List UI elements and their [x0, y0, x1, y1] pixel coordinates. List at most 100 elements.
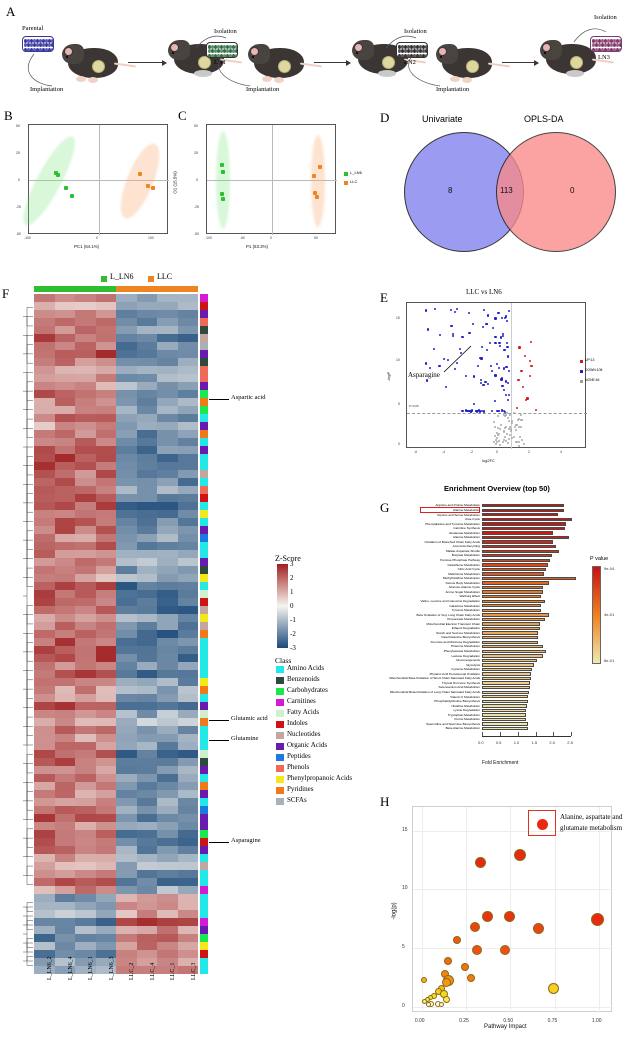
heatmap-cell	[116, 582, 137, 590]
pca-ytick: 25	[16, 151, 20, 155]
heatmap-class-cell	[200, 966, 208, 975]
heatmap-cell	[177, 598, 198, 606]
class-legend-swatch	[276, 710, 284, 717]
enrichment-category-label: Oxidation of Branched Chain Fatty Acids	[424, 539, 480, 544]
oplsda-point	[315, 195, 319, 199]
class-legend-label: Fatty Acids	[287, 708, 320, 716]
heatmap-cell	[54, 950, 75, 958]
pathway-point	[474, 857, 486, 868]
class-legend-swatch	[276, 776, 284, 783]
heatmap-cell	[177, 830, 198, 838]
heatmap-cell	[136, 606, 157, 614]
volcano-point	[479, 378, 482, 381]
heatmap-cell	[54, 518, 75, 526]
heatmap-cell	[116, 870, 137, 878]
mouse-foot	[262, 76, 272, 82]
class-legend-swatch	[276, 721, 284, 728]
heatmap-cell	[54, 398, 75, 406]
enrichment-bar	[482, 558, 550, 562]
heatmap-cell	[136, 470, 157, 478]
enrichment-bar	[482, 540, 554, 544]
heatmap-cell	[75, 598, 96, 606]
enrichment-category-label: Beta-Alanine Metabolism	[445, 726, 480, 731]
pathway-ytick: 10	[402, 885, 408, 892]
enrichment-category-label: Catecholamine Biosynthesis	[441, 635, 480, 640]
heatmap-cell	[157, 438, 178, 446]
heatmap-cell	[34, 598, 55, 606]
heatmap-cell	[177, 942, 198, 950]
pca-plot-area	[14, 124, 169, 235]
heatmap-cell	[136, 678, 157, 686]
heatmap-cell	[177, 294, 198, 302]
heatmap-cell	[75, 486, 96, 494]
heatmap-class-cell	[200, 654, 208, 663]
heatmap-cell	[116, 558, 137, 566]
heatmap-cell	[34, 574, 55, 582]
pca-ellipse-llc	[112, 139, 168, 223]
tumor	[92, 60, 105, 73]
volcano-point	[518, 346, 521, 349]
label-implantation-1: Implantation	[30, 86, 64, 93]
heatmap-cell	[34, 622, 55, 630]
heatmap-cell	[34, 374, 55, 382]
heatmap-class-cell	[200, 726, 208, 735]
heatmap-cell	[136, 326, 157, 334]
heatmap-class-cell	[200, 358, 208, 367]
volcano-point	[494, 426, 497, 429]
volcano-point	[501, 317, 504, 320]
heatmap-cell	[177, 726, 198, 734]
heatmap-cell	[136, 710, 157, 718]
pathway-gridline	[413, 1007, 613, 1008]
heatmap-cell	[54, 430, 75, 438]
heatmap-cell	[34, 310, 55, 318]
volcano-point	[454, 367, 457, 371]
pathway-ytick: 15	[402, 826, 408, 833]
enrichment-category-label: Spermidine and Spermine Biosynthesis	[426, 721, 480, 726]
panel-e-volcano: E LLC vs LN6 P<0.05 Asparagine -6 -4 -2 …	[378, 286, 634, 476]
heatmap-cell	[95, 782, 116, 790]
volcano-point	[468, 331, 471, 334]
heatmap-cell	[75, 966, 96, 974]
heatmap-cell	[157, 382, 178, 390]
heatmap-cell	[116, 846, 137, 854]
heatmap-cell	[157, 598, 178, 606]
heatmap-cell	[157, 398, 178, 406]
oplsda-point	[221, 170, 225, 174]
volcano-point	[453, 310, 457, 314]
heatmap-class-cell	[200, 326, 208, 335]
heatmap-cell	[34, 302, 55, 310]
heatmap-cell	[116, 926, 137, 934]
heatmap-class-cell	[200, 902, 208, 911]
heatmap-cell	[136, 398, 157, 406]
enrichment-category-label: Phenylalanine and Tyrosine Metabolism	[425, 521, 480, 526]
heatmap-cell	[95, 790, 116, 798]
heatmap-cell	[54, 670, 75, 678]
volcano-point	[424, 362, 428, 365]
oplsda-ytick: 25	[194, 151, 198, 155]
enrichment-category-label: Ammonia Recycling	[452, 544, 480, 549]
heatmap-cell	[34, 694, 55, 702]
heatmap-groupbar-llc	[116, 286, 198, 292]
pca-ytick: 0	[18, 178, 20, 182]
volcano-point	[486, 314, 489, 317]
heatmap-cell	[54, 902, 75, 910]
enrichment-category-label: Cysteine Metabolism	[451, 667, 480, 672]
heatmap-cell	[136, 294, 157, 302]
panel-g-letter: G	[380, 500, 390, 515]
heatmap-cell	[34, 638, 55, 646]
heatmap-cell	[157, 654, 178, 662]
heatmap-cell	[34, 470, 55, 478]
heatmap-cell	[177, 918, 198, 926]
heatmap-cell	[177, 326, 198, 334]
label-isolation-2: Isolation	[404, 28, 427, 35]
legend-label-llc: LLC	[350, 179, 358, 184]
heatmap-cell	[75, 542, 96, 550]
heatmap-cell	[75, 654, 96, 662]
heatmap-cell	[157, 590, 178, 598]
venn-count-left: 8	[448, 186, 453, 195]
plate-under-mouse	[194, 70, 212, 77]
volcano-point	[509, 413, 512, 416]
heatmap-cell	[116, 886, 137, 894]
heatmap-cell	[116, 350, 137, 358]
heatmap-cell	[177, 350, 198, 358]
